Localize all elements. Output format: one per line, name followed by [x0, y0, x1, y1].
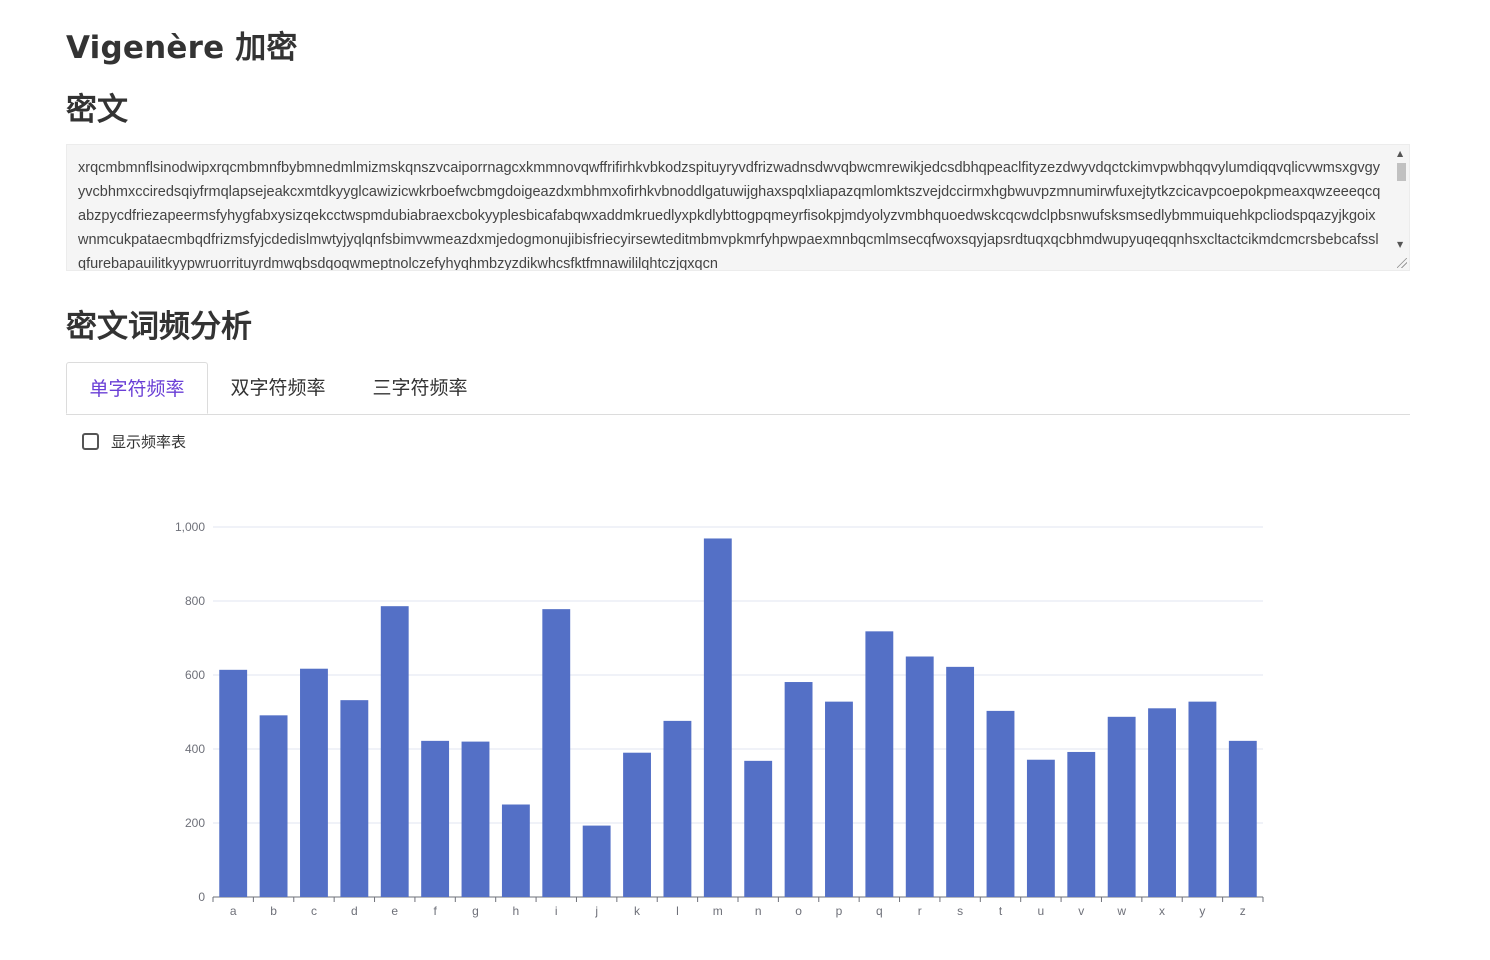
x-tick-label: y: [1199, 904, 1205, 918]
ciphertext-value: xrqcmbmnflsinodwipxrqcmbmnfbybmnedmlmizm…: [78, 160, 1381, 271]
y-tick-label: 1,000: [175, 520, 205, 534]
x-tick-label: p: [836, 904, 843, 918]
x-tick-label: m: [713, 904, 723, 918]
bar-v: [1067, 751, 1096, 897]
bar-o: [784, 682, 813, 897]
bar-n: [744, 760, 773, 897]
x-tick-label: x: [1159, 904, 1165, 918]
x-tick-label: o: [795, 904, 802, 918]
x-tick-label: l: [676, 904, 679, 918]
bar-d: [340, 700, 369, 897]
bar-x: [1148, 708, 1176, 897]
bar-k: [623, 752, 651, 897]
x-tick-label: u: [1038, 904, 1045, 918]
bar-t: [986, 710, 1015, 897]
y-tick-label: 400: [185, 742, 205, 756]
show-table-checkbox[interactable]: [82, 432, 99, 450]
x-tick-label: b: [270, 904, 277, 918]
x-tick-label: n: [755, 904, 762, 918]
tab-bigram-frequency[interactable]: 双字符频率: [230, 377, 326, 399]
x-tick-label: q: [876, 904, 883, 918]
x-tick-label: i: [555, 904, 558, 918]
x-tick-label: k: [634, 904, 641, 918]
x-tick-label: e: [391, 904, 398, 918]
x-tick-label: f: [433, 904, 437, 918]
bar-g: [461, 741, 490, 897]
bar-u: [1026, 759, 1055, 897]
bar-z: [1228, 740, 1257, 897]
bar-q: [865, 631, 894, 897]
bar-h: [501, 804, 530, 897]
frequency-tabs: 单字符频率 双字符频率 三字符频率: [66, 362, 1410, 415]
x-tick-label: w: [1116, 904, 1126, 918]
ciphertext-textarea[interactable]: xrqcmbmnflsinodwipxrqcmbmnfbybmnedmlmizm…: [66, 144, 1410, 271]
scrollbar-thumb[interactable]: [1397, 163, 1406, 181]
ciphertext-scrollbar[interactable]: ▲ ▼: [1395, 147, 1407, 268]
analysis-heading: 密文词频分析: [66, 309, 252, 345]
y-tick-label: 200: [185, 816, 205, 830]
bar-r: [905, 656, 934, 897]
x-tick-label: r: [918, 904, 922, 918]
y-tick-label: 800: [185, 594, 205, 608]
bar-y: [1188, 701, 1217, 897]
page-title: Vigenère 加密: [66, 30, 298, 66]
x-tick-label: d: [351, 904, 358, 918]
bar-i: [542, 609, 571, 897]
bar-l: [663, 720, 692, 897]
bar-c: [300, 668, 328, 897]
bar-p: [825, 701, 853, 897]
x-tick-label: v: [1078, 904, 1084, 918]
x-tick-label: t: [999, 904, 1003, 918]
bar-a: [219, 669, 248, 897]
ciphertext-heading: 密文: [66, 92, 128, 128]
bar-b: [259, 715, 288, 897]
triangle-down-icon[interactable]: ▼: [1397, 240, 1404, 249]
x-tick-label: h: [513, 904, 520, 918]
y-tick-label: 0: [198, 890, 205, 904]
x-tick-label: j: [594, 904, 598, 918]
x-tick-label: z: [1240, 904, 1246, 918]
bar-j: [582, 825, 611, 897]
bar-f: [421, 740, 450, 897]
bar-m: [703, 538, 732, 897]
x-tick-label: s: [957, 904, 963, 918]
x-tick-label: a: [230, 904, 237, 918]
x-tick-label: g: [472, 904, 479, 918]
show-table-option[interactable]: 显示频率表: [82, 430, 186, 452]
resize-grip-icon[interactable]: [1397, 258, 1407, 268]
bar-w: [1107, 716, 1136, 897]
tab-trigram-frequency[interactable]: 三字符频率: [372, 377, 468, 399]
bar-e: [380, 606, 409, 897]
x-tick-label: c: [311, 904, 317, 918]
show-table-label: 显示频率表: [111, 432, 187, 451]
triangle-up-icon[interactable]: ▲: [1397, 149, 1404, 158]
bar-s: [946, 666, 975, 897]
tab-single-char-frequency[interactable]: 单字符频率: [66, 362, 208, 414]
y-tick-label: 600: [185, 668, 205, 682]
